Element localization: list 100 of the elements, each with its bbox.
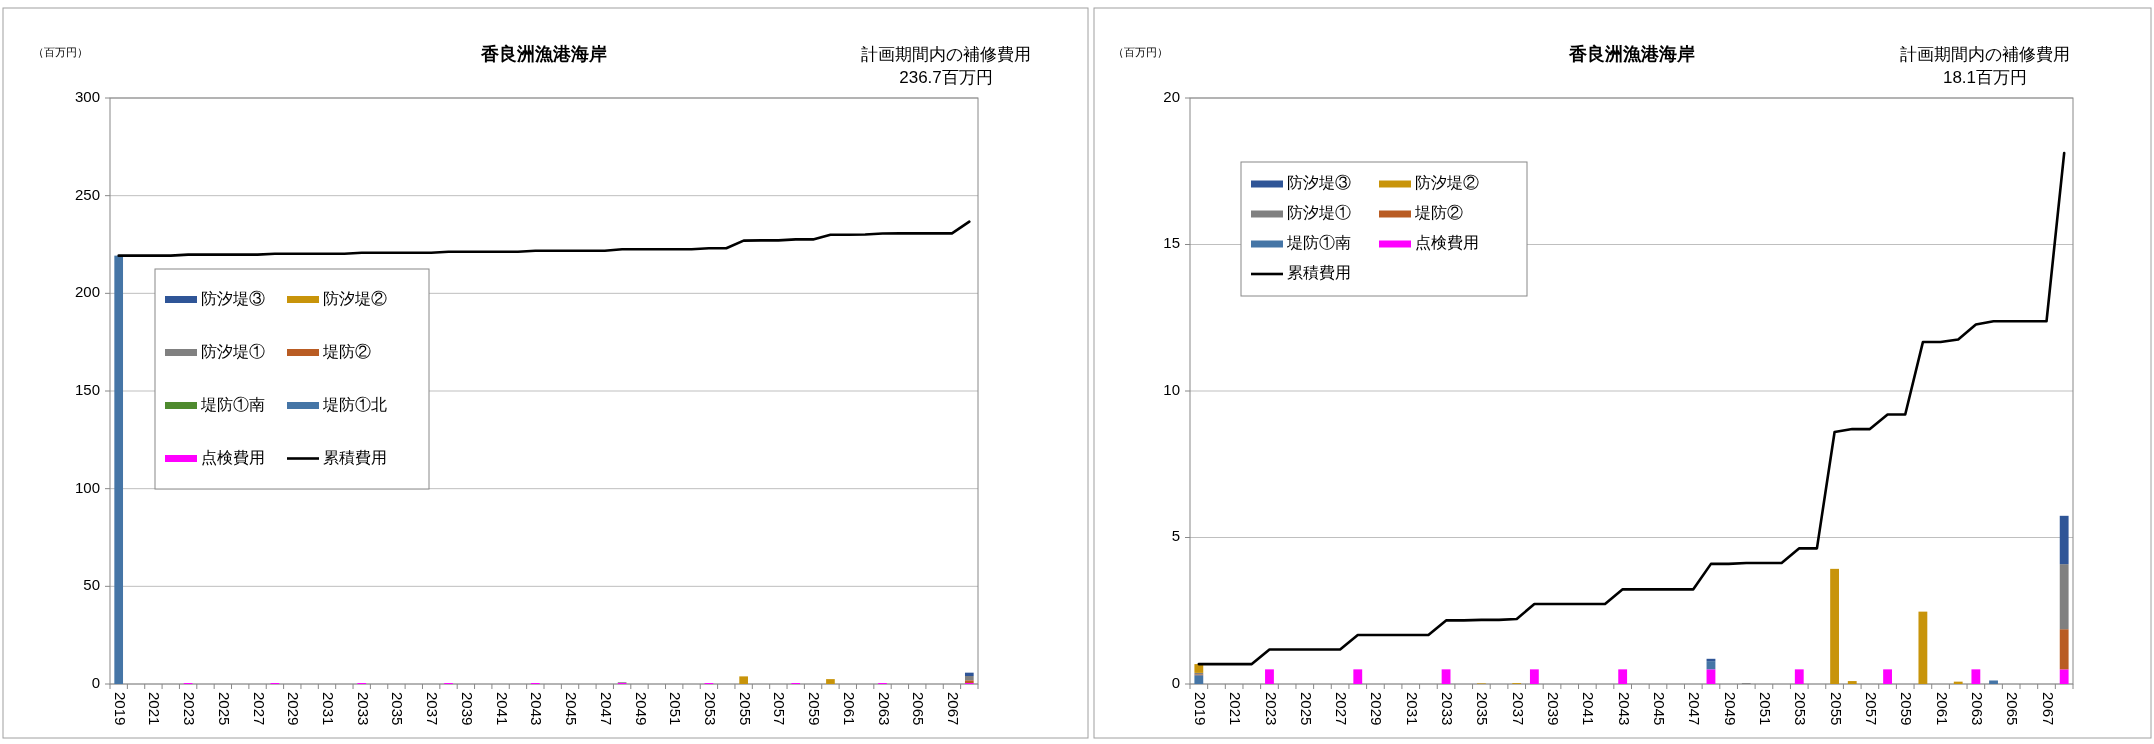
- bar: [964, 675, 974, 681]
- y-tick-label: 300: [74, 87, 100, 105]
- legend-label: 防汐堤③: [201, 289, 265, 307]
- x-tick-label: 2061: [840, 692, 858, 726]
- bar: [1265, 669, 1274, 684]
- text: 計画期間内の補修費用: [1900, 45, 2070, 64]
- chart-title: 香良洲漁港海岸: [480, 44, 607, 64]
- x-tick-label: 2055: [736, 692, 754, 726]
- x-tick-label: 2039: [1545, 692, 1563, 726]
- bar: [2059, 564, 2069, 630]
- x-tick-label: 2067: [944, 692, 962, 726]
- x-tick-label: 2025: [215, 692, 233, 726]
- x-tick-label: 2023: [181, 692, 199, 726]
- bar: [1529, 669, 1539, 684]
- x-tick-label: 2037: [1509, 692, 1527, 726]
- x-tick-label: 2019: [1191, 692, 1209, 726]
- legend-label: 防汐堤③: [1287, 174, 1351, 192]
- x-tick-label: 2021: [1227, 692, 1245, 726]
- y-tick-label: 100: [74, 478, 100, 496]
- x-tick-label: 2041: [493, 692, 511, 726]
- bar: [1706, 669, 1716, 684]
- text: 236.7百万円: [899, 68, 993, 87]
- bar: [739, 676, 748, 684]
- bar: [1847, 681, 1857, 684]
- bar: [1194, 675, 1204, 684]
- y-tick-label: 250: [74, 185, 100, 203]
- x-tick-label: 2029: [285, 692, 303, 726]
- bar: [1883, 669, 1892, 684]
- bar: [1918, 611, 1928, 684]
- line-series: [117, 220, 971, 257]
- bar: [1794, 669, 1804, 684]
- bar: [826, 679, 835, 684]
- bar: [1194, 664, 1204, 673]
- x-tick-label: 2035: [1474, 692, 1492, 726]
- x-tick-label: 2057: [771, 692, 789, 726]
- legend-label: 点検費用: [1415, 234, 1479, 252]
- x-tick-label: 2031: [1403, 692, 1421, 726]
- x-tick-label: 2063: [1968, 692, 1986, 726]
- x-tick-label: 2033: [354, 692, 372, 726]
- x-tick-label: 2053: [1792, 692, 1810, 726]
- x-tick-label: 2067: [2039, 692, 2057, 726]
- bar: [2059, 515, 2069, 565]
- y-tick-label: 50: [83, 576, 100, 594]
- x-tick-label: 2055: [1827, 692, 1845, 726]
- x-tick-label: 2043: [1615, 692, 1633, 726]
- x-tick-label: 2037: [424, 692, 442, 726]
- legend-label: 堤防①南: [1286, 234, 1351, 252]
- x-tick-label: 2057: [1862, 692, 1880, 726]
- x-tick-label: 2061: [1933, 692, 1951, 726]
- x-tick-label: 2049: [1721, 692, 1739, 726]
- x-tick-label: 2041: [1580, 692, 1598, 726]
- y-tick-label: 150: [74, 380, 100, 398]
- x-tick-label: 2063: [875, 692, 893, 726]
- x-tick-label: 2043: [528, 692, 546, 726]
- x-tick-label: 2035: [389, 692, 407, 726]
- y-tick-label: 0: [1171, 673, 1180, 691]
- x-tick-label: 2047: [597, 692, 615, 726]
- x-tick-label: 2047: [1686, 692, 1704, 726]
- x-tick-label: 2021: [146, 692, 164, 726]
- bar: [1441, 669, 1451, 684]
- x-tick-label: 2053: [701, 692, 719, 726]
- bar: [1971, 669, 1981, 684]
- legend-label: 堤防②: [1414, 204, 1463, 222]
- bar: [1830, 568, 1840, 684]
- legend-label: 堤防①南: [200, 395, 265, 413]
- chart-title: 香良洲漁港海岸: [1567, 44, 1695, 64]
- legend-label: 防汐堤①: [1287, 204, 1351, 222]
- x-tick-label: 2019: [111, 692, 129, 726]
- bar: [2059, 629, 2069, 670]
- legend-label: 累積費用: [1287, 264, 1351, 282]
- x-tick-label: 2059: [806, 692, 824, 726]
- x-tick-label: 2051: [667, 692, 685, 726]
- x-tick-label: 2045: [1651, 692, 1669, 726]
- legend-label: 点検費用: [201, 448, 265, 466]
- x-tick-label: 2049: [632, 692, 650, 726]
- legend-label: 防汐堤②: [1415, 174, 1479, 192]
- x-tick-label: 2051: [1756, 692, 1774, 726]
- bar: [2059, 669, 2069, 684]
- x-tick-label: 2029: [1368, 692, 1386, 726]
- y-tick-label: 10: [1163, 380, 1180, 398]
- legend-label: 堤防②: [322, 342, 371, 360]
- x-tick-label: 2023: [1262, 692, 1280, 726]
- x-tick-label: 2025: [1297, 692, 1315, 726]
- legend-label: 防汐堤①: [201, 342, 265, 360]
- y-tick-label: 15: [1163, 234, 1180, 252]
- bar: [1353, 669, 1363, 684]
- x-tick-label: 2033: [1439, 692, 1457, 726]
- text: 18.1百万円: [1942, 68, 2028, 87]
- y-tick-label: 0: [91, 673, 100, 691]
- x-tick-label: 2045: [563, 692, 581, 726]
- bar: [1618, 669, 1628, 684]
- x-tick-label: 2027: [1333, 692, 1351, 726]
- legend-label: 堤防①北: [322, 395, 387, 413]
- y-tick-label: 200: [74, 283, 100, 301]
- y-tick-label: 20: [1163, 87, 1180, 105]
- y-axis-title: （百万円）: [1112, 46, 1168, 58]
- x-tick-label: 2031: [320, 692, 338, 726]
- x-tick-label: 2027: [250, 692, 268, 726]
- x-tick-label: 2039: [458, 692, 476, 726]
- y-tick-label: 5: [1171, 527, 1180, 545]
